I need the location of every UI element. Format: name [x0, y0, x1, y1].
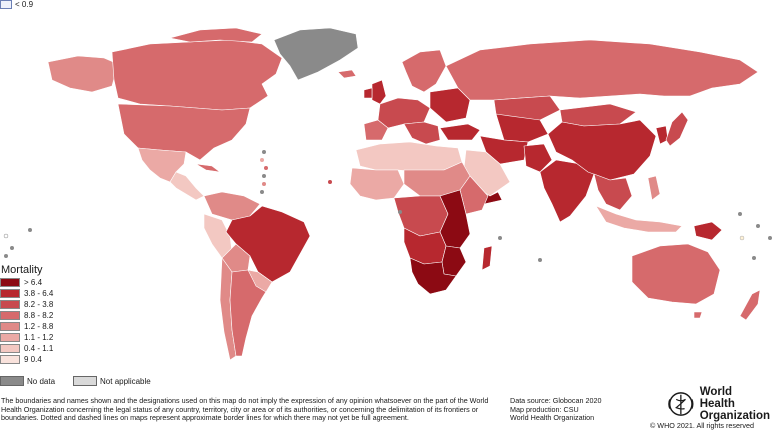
not-applicable-label: Not applicable [100, 376, 151, 386]
legend-item: 8.8 - 8.2 [0, 310, 53, 321]
top-legend-class: < 0.9 [0, 0, 33, 9]
legend-swatch [0, 300, 20, 309]
region-madagascar [481, 245, 493, 271]
legend-item: > 6.4 [0, 277, 53, 288]
region-uk [371, 79, 387, 105]
legend-label: 3.8 - 6.4 [24, 289, 54, 298]
legend-swatch [0, 289, 20, 298]
legend-item: 8.2 - 3.8 [0, 299, 53, 310]
region-greenland [273, 27, 359, 81]
legend-items: > 6.4 3.8 - 6.4 8.2 - 3.8 8.8 - 8.2 1.2 - 8.… [0, 277, 53, 365]
region-central-africa [393, 195, 449, 237]
region-mongolia [559, 103, 637, 127]
region-north-africa [355, 141, 463, 173]
legend-label: < 0.9 [15, 0, 34, 9]
region-russia [445, 39, 759, 101]
map-production: Map production: CSU [510, 404, 579, 414]
region-canada-islands [169, 27, 263, 43]
legend-swatch [0, 322, 20, 331]
data-source: Data source: Globocan 2020 [510, 396, 602, 405]
small-islands [3, 150, 772, 262]
region-paraguay-uruguay [247, 269, 273, 293]
no-data-label: No data [27, 376, 56, 386]
region-peru-ecuador [203, 213, 233, 259]
mortality-legend: Mortality > 6.4 3.8 - 6.4 8.2 - 3.8 8.8 - 8… [0, 264, 53, 365]
region-southern-africa [409, 257, 457, 295]
who-emblem-icon [668, 392, 694, 416]
legend-item: 1.1 - 1.2 [0, 332, 53, 343]
region-australia [631, 243, 721, 305]
who-wordmark: World Health Organization [700, 386, 770, 422]
legend-title: Mortality [1, 264, 43, 276]
region-pakistan [523, 143, 553, 173]
status-legend: No data Not applicable [0, 376, 151, 386]
legend-label: 0.4 - 1.1 [24, 344, 54, 353]
legend-label: 8.2 - 3.8 [24, 300, 54, 309]
region-scandinavia [401, 49, 447, 93]
legend-item: 3.8 - 6.4 [0, 288, 53, 299]
who-wordmark-line1: World Health [699, 386, 735, 410]
region-new-zealand [739, 289, 761, 321]
legend-label: > 6.4 [24, 278, 43, 287]
region-iceland [337, 69, 357, 79]
not-applicable-swatch [73, 376, 98, 386]
legend-item: 0.4 - 1.1 [0, 343, 53, 354]
region-india [539, 159, 595, 223]
legend-swatch [0, 355, 20, 364]
disclaimer-text: The boundaries and names shown and the d… [1, 396, 489, 422]
legend-label: 9 0.4 [24, 355, 42, 364]
legend-swatch [0, 333, 20, 342]
region-central-asia [495, 113, 549, 143]
region-colombia-venezuela [203, 191, 261, 221]
legend-item: 1.2 - 8.8 [0, 321, 53, 332]
legend-label: 1.1 - 1.2 [24, 333, 54, 342]
region-cuba [195, 163, 221, 173]
region-korea [655, 125, 669, 145]
region-turkey [439, 123, 481, 141]
no-data-swatch [0, 376, 24, 386]
region-new-guinea [693, 221, 723, 241]
legend-swatch [0, 278, 20, 287]
region-china [547, 119, 657, 181]
legend-item: 9 0.4 [0, 354, 53, 365]
region-philippines [647, 175, 661, 201]
who-wordmark-line2: Organization [699, 410, 770, 422]
region-indonesia [595, 205, 683, 233]
region-iberia [363, 119, 389, 141]
copyright: © WHO 2021. All rights reserved [650, 421, 754, 430]
region-tasmania [693, 311, 703, 319]
region-japan [665, 111, 689, 147]
region-west-africa [349, 167, 405, 201]
legend-label: 1.2 - 8.8 [24, 322, 54, 331]
legend-label: 8.8 - 8.2 [24, 311, 54, 320]
region-central-america [169, 171, 205, 201]
legend-swatch [0, 0, 12, 9]
region-ireland [363, 87, 373, 99]
organization-name: World Health Organization [510, 413, 595, 422]
region-indochina [593, 173, 633, 211]
who-logo: World Health Organization [666, 386, 770, 422]
region-mozambique [441, 245, 467, 277]
region-italy-balkans [403, 121, 441, 145]
legend-swatch [0, 344, 20, 353]
legend-swatch [0, 311, 20, 320]
region-alaska [47, 55, 119, 93]
source-block: Data source: Globocan 2020 Map productio… [510, 396, 602, 423]
region-canada [111, 39, 283, 111]
